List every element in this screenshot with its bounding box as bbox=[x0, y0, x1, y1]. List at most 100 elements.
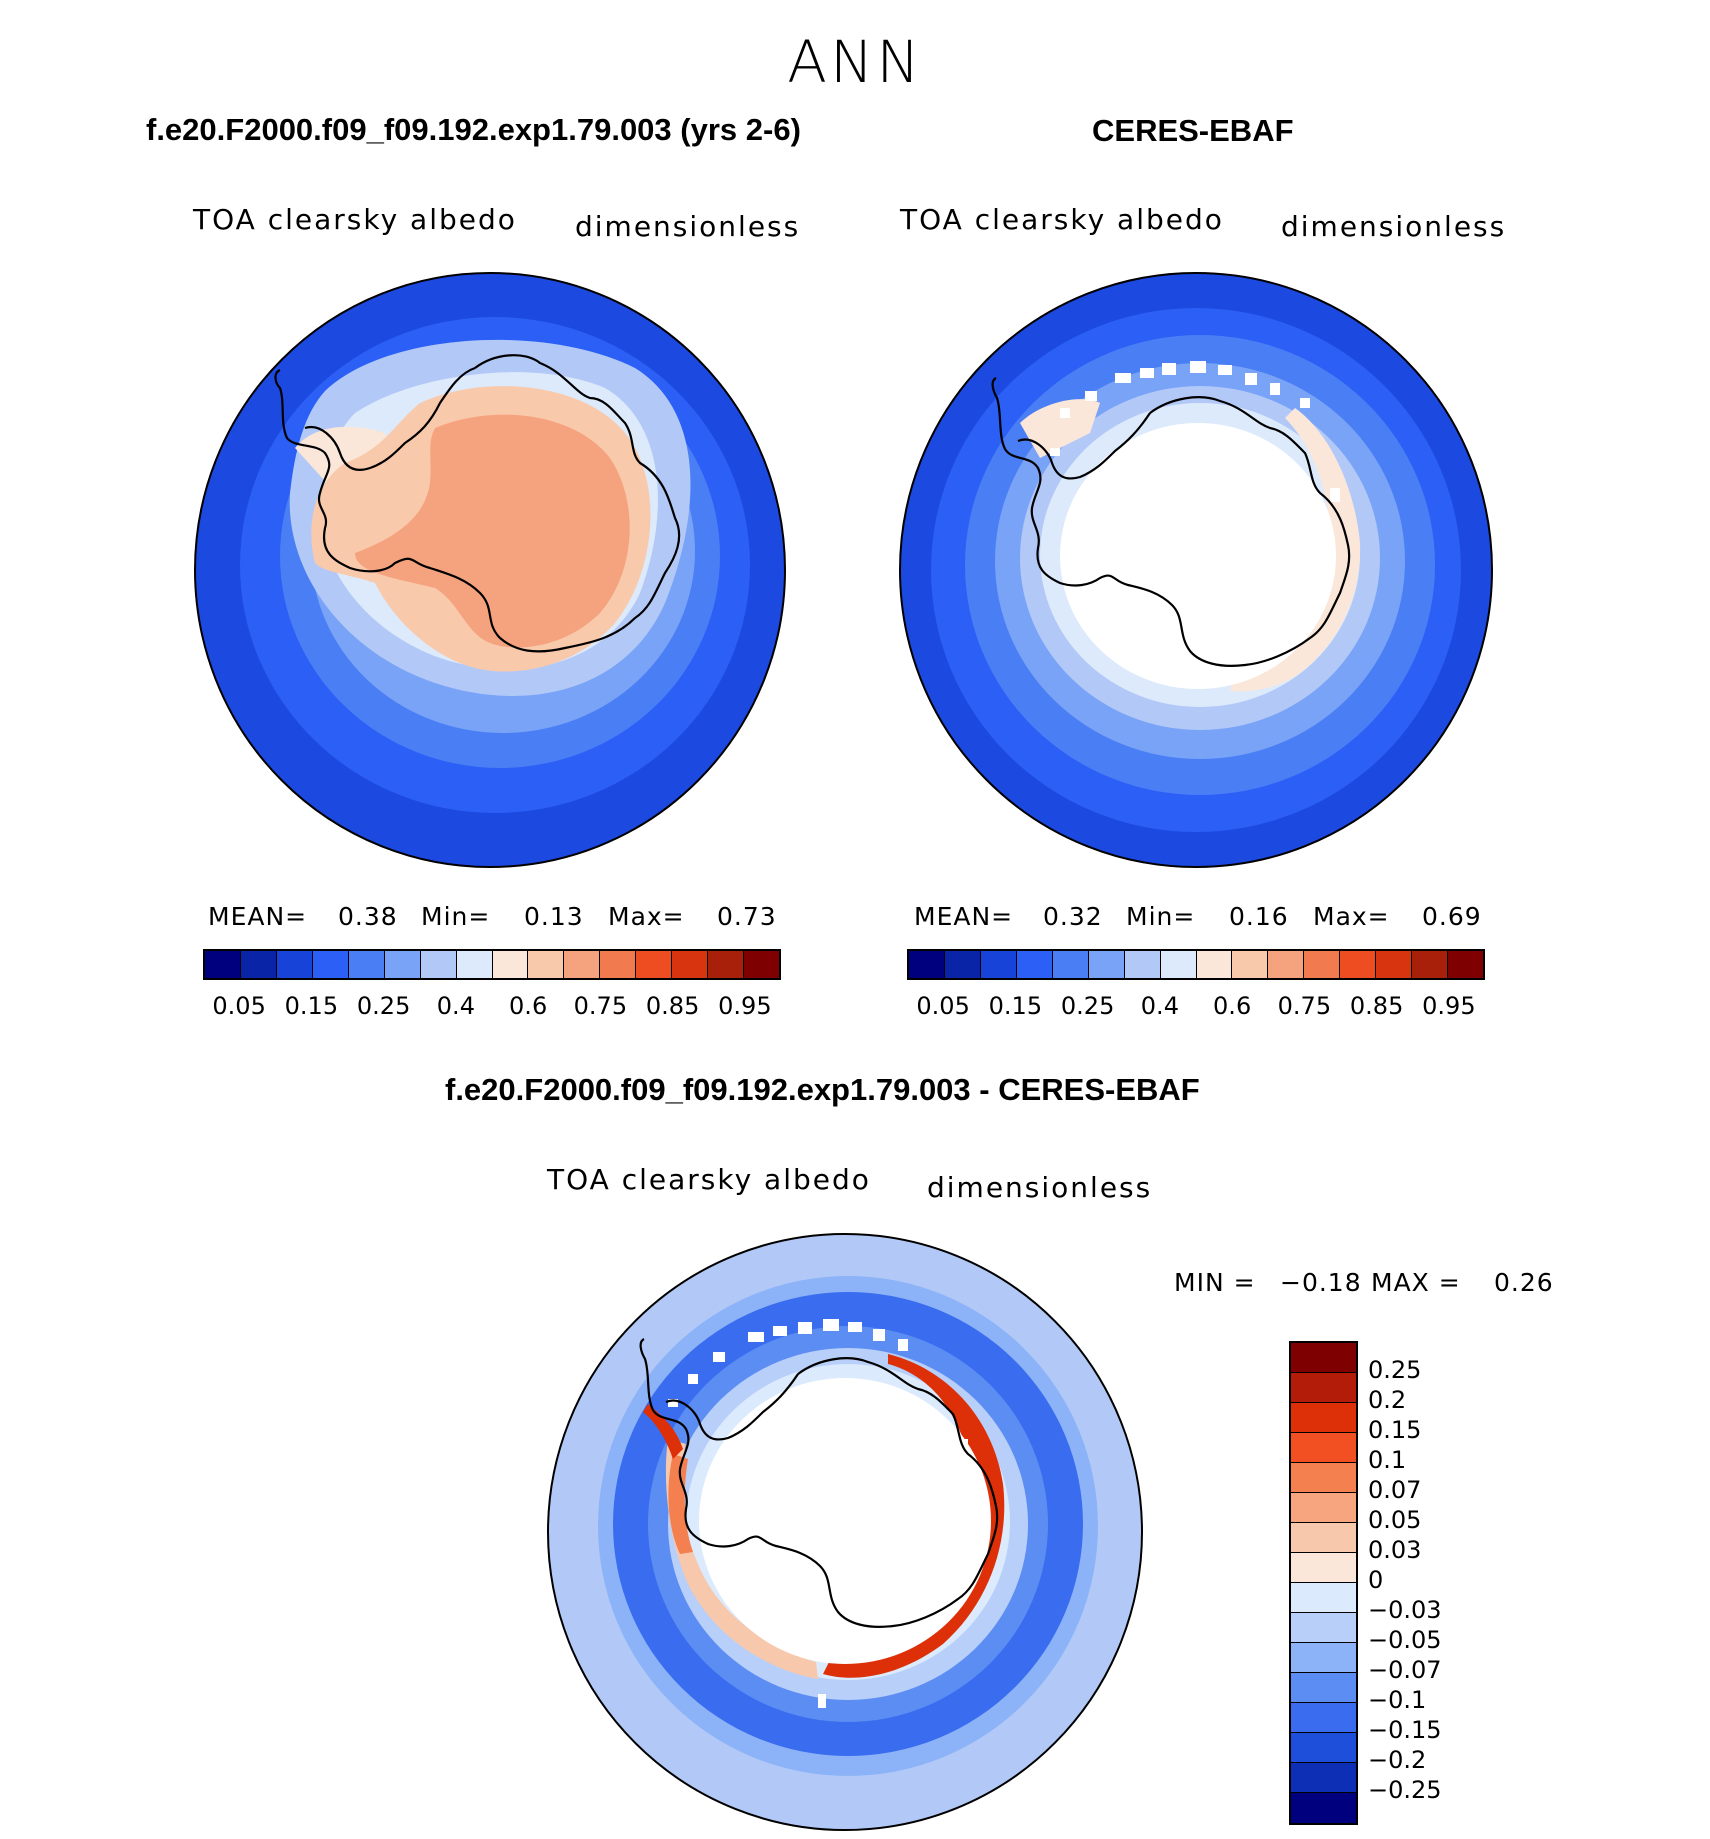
diff-colorbar-tick-label: −0.07 bbox=[1368, 1656, 1442, 1684]
colorbar-box-13 bbox=[672, 951, 709, 978]
colorbar-box-13 bbox=[1376, 951, 1413, 978]
diff-colorbar-box-0 bbox=[1291, 1343, 1356, 1373]
land-albedo-07 bbox=[355, 414, 630, 648]
colorbar-tick-label: 0.6 bbox=[509, 992, 548, 1020]
colorbar-tick-label: 0.15 bbox=[284, 992, 339, 1020]
model-max-value: 0.73 bbox=[717, 902, 777, 931]
panel-model-variable: TOA clearsky albedo bbox=[193, 203, 517, 236]
antarctica-coastline bbox=[991, 377, 1351, 667]
diff-colorbar-tick-label: 0.15 bbox=[1368, 1416, 1422, 1444]
panel-obs-units: dimensionless bbox=[1281, 210, 1507, 243]
colorbar-box-5 bbox=[384, 951, 421, 978]
colorbar-tick-label: 0.4 bbox=[436, 992, 475, 1020]
colorbar-box-9 bbox=[1232, 951, 1269, 978]
missing-data-region bbox=[1060, 423, 1336, 689]
diff-colorbar-box-5 bbox=[1291, 1493, 1356, 1523]
colorbar-tick-label: 0.25 bbox=[356, 992, 411, 1020]
model-mean-value: 0.38 bbox=[338, 902, 398, 931]
colorbar-box-11 bbox=[600, 951, 637, 978]
colorbar-box-10 bbox=[1268, 951, 1305, 978]
colorbar-box-3 bbox=[312, 951, 349, 978]
colorbar-box-14 bbox=[708, 951, 745, 978]
colorbar-tick-label: 0.85 bbox=[645, 992, 700, 1020]
colorbar-box-0 bbox=[909, 951, 945, 978]
diff-max-value: 0.26 bbox=[1494, 1268, 1554, 1297]
diff-colorbar-box-14 bbox=[1291, 1763, 1356, 1793]
diff-colorbar-box-13 bbox=[1291, 1733, 1356, 1763]
obs-polar-map bbox=[899, 272, 1493, 868]
diff-max-label: MAX = bbox=[1371, 1268, 1461, 1297]
colorbar-tick-label: 0.95 bbox=[718, 992, 772, 1020]
panel-diff-units: dimensionless bbox=[927, 1171, 1153, 1204]
colorbar-box-4 bbox=[348, 951, 385, 978]
colorbar-box-15 bbox=[744, 951, 779, 978]
diff-colorbar-tick-label: 0 bbox=[1368, 1566, 1384, 1594]
obs-max-label: Max= bbox=[1313, 902, 1390, 931]
colorbar-tick-label: 0.6 bbox=[1213, 992, 1252, 1020]
antarctica-coastline bbox=[639, 1338, 999, 1628]
diff-colorbar-box-2 bbox=[1291, 1403, 1356, 1433]
diff-colorbar-tick-label: 0.1 bbox=[1368, 1446, 1407, 1474]
diff-colorbar-tick-label: 0.25 bbox=[1368, 1356, 1422, 1384]
colorbar-box-7 bbox=[1160, 951, 1197, 978]
colorbar-box-1 bbox=[240, 951, 277, 978]
diff-colorbar-tick-label: 0.05 bbox=[1368, 1506, 1422, 1534]
colorbar-box-2 bbox=[980, 951, 1017, 978]
diff-colorbar-tick-label: 0.03 bbox=[1368, 1536, 1422, 1564]
obs-max-value: 0.69 bbox=[1422, 902, 1482, 931]
diff-colorbar-tick-label: −0.15 bbox=[1368, 1716, 1442, 1744]
diff-colorbar-tick-label: −0.03 bbox=[1368, 1596, 1442, 1624]
colorbar-box-15 bbox=[1448, 951, 1483, 978]
panel-diff-variable: TOA clearsky albedo bbox=[547, 1163, 871, 1196]
colorbar-tick-label: 0.15 bbox=[988, 992, 1043, 1020]
diff-colorbar-box-10 bbox=[1291, 1643, 1356, 1673]
model-mean-label: MEAN= bbox=[208, 902, 308, 931]
panel-model-title: f.e20.F2000.f09_f09.192.exp1.79.003 (yrs… bbox=[146, 112, 801, 147]
diff-min-label: MIN = bbox=[1174, 1268, 1256, 1297]
map-boundary bbox=[547, 1233, 1143, 1831]
panel-diff-title: f.e20.F2000.f09_f09.192.exp1.79.003 - CE… bbox=[445, 1072, 1200, 1107]
colorbar-box-4 bbox=[1052, 951, 1089, 978]
diff-colorbar-tick-label: −0.05 bbox=[1368, 1626, 1442, 1654]
colorbar-box-1 bbox=[944, 951, 981, 978]
diff-colorbar-box-6 bbox=[1291, 1523, 1356, 1553]
diff-colorbar bbox=[1289, 1341, 1358, 1825]
diff-colorbar-box-15 bbox=[1291, 1793, 1356, 1823]
colorbar-box-8 bbox=[492, 951, 529, 978]
colorbar-box-10 bbox=[564, 951, 601, 978]
colorbar-box-11 bbox=[1304, 951, 1341, 978]
diff-colorbar-box-3 bbox=[1291, 1433, 1356, 1463]
diff-min-value: −0.18 bbox=[1280, 1268, 1362, 1297]
colorbar-tick-label: 0.75 bbox=[1277, 992, 1332, 1020]
season-title: ANN bbox=[787, 28, 923, 96]
model-colorbar bbox=[203, 949, 781, 980]
obs-mean-label: MEAN= bbox=[914, 902, 1014, 931]
colorbar-box-6 bbox=[420, 951, 457, 978]
diff-colorbar-box-8 bbox=[1291, 1583, 1356, 1613]
diff-colorbar-tick-label: 0.07 bbox=[1368, 1476, 1422, 1504]
antarctica-coastline bbox=[274, 354, 681, 653]
panel-obs-title: CERES-EBAF bbox=[1092, 113, 1294, 148]
diff-colorbar-box-12 bbox=[1291, 1703, 1356, 1733]
colorbar-box-2 bbox=[276, 951, 313, 978]
model-min-label: Min= bbox=[421, 902, 491, 931]
missing-data-region bbox=[699, 1378, 991, 1664]
panel-model-units: dimensionless bbox=[575, 210, 801, 243]
diff-colorbar-tick-label: −0.2 bbox=[1368, 1746, 1427, 1774]
colorbar-box-12 bbox=[1340, 951, 1377, 978]
colorbar-tick-label: 0.05 bbox=[212, 992, 266, 1020]
model-max-label: Max= bbox=[608, 902, 685, 931]
diff-colorbar-box-9 bbox=[1291, 1613, 1356, 1643]
diff-colorbar-box-1 bbox=[1291, 1373, 1356, 1403]
colorbar-tick-label: 0.75 bbox=[573, 992, 628, 1020]
colorbar-tick-label: 0.25 bbox=[1060, 992, 1115, 1020]
diff-colorbar-box-4 bbox=[1291, 1463, 1356, 1493]
map-boundary bbox=[899, 272, 1493, 868]
colorbar-tick-label: 0.05 bbox=[916, 992, 970, 1020]
colorbar-tick-label: 0.4 bbox=[1140, 992, 1179, 1020]
diff-colorbar-box-7 bbox=[1291, 1553, 1356, 1583]
obs-mean-value: 0.32 bbox=[1043, 902, 1103, 931]
diff-colorbar-tick-label: −0.1 bbox=[1368, 1686, 1427, 1714]
colorbar-box-12 bbox=[636, 951, 673, 978]
obs-min-label: Min= bbox=[1126, 902, 1196, 931]
